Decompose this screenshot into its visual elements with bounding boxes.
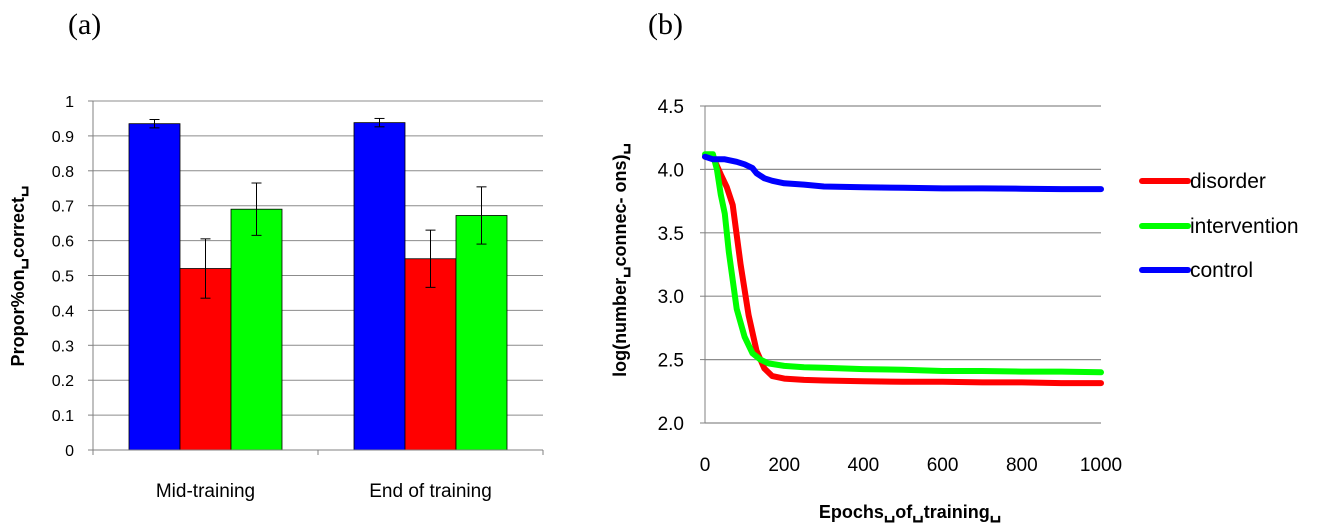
bar-chart-y-ticks: 0 0.1 0.2 0.3 0.4 0.5 0.6 0.7 0.8 0.9 1 (52, 94, 93, 460)
bar (230, 208, 283, 451)
bar-chart-y-tick-label: 0.7 (52, 199, 74, 216)
bar-chart-y-label: Propor%on␣correct␣ (8, 186, 29, 367)
bar (404, 258, 457, 451)
bar (455, 215, 508, 451)
bar-chart-y-tick-label: 0.5 (52, 269, 74, 286)
bar-chart-categories: Mid-training End of training (92, 450, 544, 502)
bar-chart-y-tick-label: 1 (65, 94, 74, 111)
bar-chart-y-tick-label: 0.9 (52, 129, 74, 146)
bar (353, 122, 406, 451)
panel-a-label: (a) (68, 8, 102, 41)
bar-chart-y-tick-label: 0.2 (52, 373, 74, 390)
bar-chart-y-tick-label: 0.3 (52, 338, 74, 355)
bar (128, 123, 181, 451)
panel-b-label: (b) (648, 8, 683, 41)
bar-chart-y-tick-label: 0.4 (52, 303, 74, 320)
bar-chart-y-tick-label: 0.6 (52, 234, 74, 251)
bar-chart-category-label: End of training (369, 481, 492, 502)
bar-chart-y-tick-label: 0.8 (52, 164, 74, 181)
bar-chart-bars (128, 122, 508, 451)
bar-chart-y-tick-label: 0.1 (52, 408, 74, 425)
bar-chart-category-label: Mid-training (156, 481, 255, 502)
bar-chart-y-tick-label: 0 (65, 443, 74, 460)
bar-chart-error-bars (149, 117, 487, 299)
